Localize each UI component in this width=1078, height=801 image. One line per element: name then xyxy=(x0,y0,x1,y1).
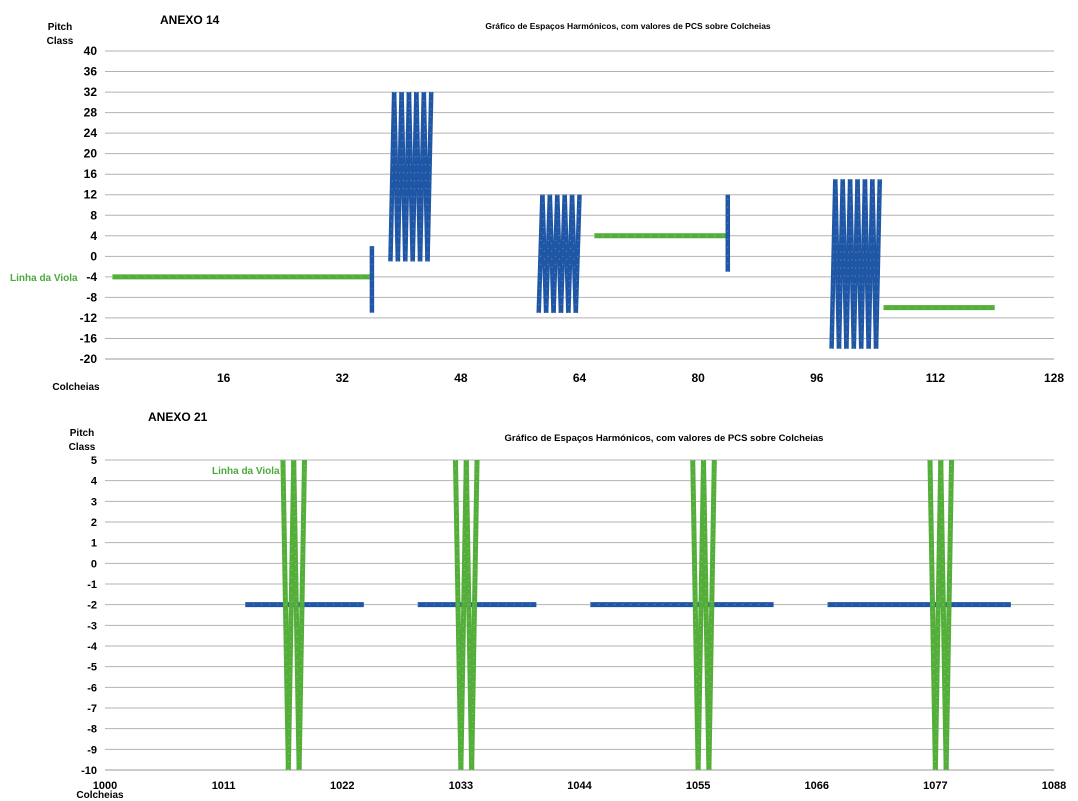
y-tick-label: 36 xyxy=(84,65,98,79)
x-tick-label: 48 xyxy=(454,371,468,385)
annex-21-label: ANEXO 21 xyxy=(148,410,208,424)
series-blue-segment xyxy=(573,194,582,313)
y-tick-label: -5 xyxy=(87,662,97,674)
x-tick-label: 1088 xyxy=(1042,780,1066,792)
x-tick-label: 96 xyxy=(810,371,824,385)
x-tick-label: 64 xyxy=(573,371,587,385)
chart2-ylabel-line2: Class xyxy=(69,442,96,453)
y-tick-label: 8 xyxy=(90,208,97,222)
annex-14-label: ANEXO 14 xyxy=(160,13,220,27)
y-tick-label: 40 xyxy=(84,44,98,58)
y-tick-label: -10 xyxy=(81,765,97,777)
series-blue-segment xyxy=(873,179,883,349)
series-green-segment xyxy=(706,459,717,771)
y-tick-label: 24 xyxy=(84,126,98,140)
chart2-ylabel-line1: Pitch xyxy=(70,428,94,439)
chart1-title: Gráfico de Espaços Harmónicos, com valor… xyxy=(485,21,771,31)
x-tick-label: 32 xyxy=(336,371,350,385)
x-tick-label: 128 xyxy=(1044,371,1064,385)
series-green-segment xyxy=(296,459,308,771)
y-tick-label: -3 xyxy=(87,620,97,632)
y-tick-label: -7 xyxy=(87,703,97,715)
y-tick-label: -1 xyxy=(87,579,97,591)
series-blue-segment xyxy=(425,92,434,262)
y-tick-label: 3 xyxy=(91,496,97,508)
y-tick-label: 0 xyxy=(90,249,97,263)
y-tick-label: 1 xyxy=(91,538,97,550)
y-tick-label: -20 xyxy=(80,352,98,366)
y-tick-label: -6 xyxy=(87,682,97,694)
x-tick-label: 1022 xyxy=(330,780,354,792)
x-tick-label: 1077 xyxy=(923,780,947,792)
y-tick-label: -4 xyxy=(87,641,98,653)
y-tick-label: 20 xyxy=(84,147,98,161)
x-tick-label: 80 xyxy=(691,371,705,385)
y-tick-label: 4 xyxy=(90,229,97,243)
y-tick-label: 28 xyxy=(84,106,98,120)
y-tick-label: -12 xyxy=(80,311,98,325)
chart2-title: Gráfico de Espaços Harmónicos, com valor… xyxy=(505,433,824,444)
y-tick-label: -9 xyxy=(87,744,97,756)
y-tick-label: 2 xyxy=(91,517,97,529)
y-tick-label: 12 xyxy=(84,188,98,202)
x-tick-label: 1044 xyxy=(567,780,592,792)
x-tick-label: 1066 xyxy=(805,780,829,792)
y-tick-label: 16 xyxy=(84,167,98,181)
y-tick-label: 32 xyxy=(84,85,98,99)
y-tick-label: 5 xyxy=(91,455,97,467)
chart1-ylabel-line2: Class xyxy=(47,36,74,47)
y-tick-label: -8 xyxy=(87,724,97,736)
y-tick-label: -8 xyxy=(86,290,97,304)
y-tick-label: 0 xyxy=(91,558,97,570)
x-tick-label: 112 xyxy=(926,371,946,385)
y-tick-label: 4 xyxy=(91,476,98,488)
chart2-viola-label: Linha da Viola xyxy=(212,466,280,477)
x-tick-label: 1000 xyxy=(93,780,117,792)
chart2-plot-area: 5 4 3 2 1 0 -1 -2 -3 -4 -5 -6 -7 -8 -9 -10 1000 1011 1022 1… xyxy=(81,455,1066,792)
y-tick-label: -16 xyxy=(80,331,98,345)
chart1-viola-label: Linha da Viola xyxy=(10,273,78,284)
x-tick-label: 1033 xyxy=(449,780,473,792)
y-tick-label: -4 xyxy=(86,270,97,284)
y-tick-label: -2 xyxy=(87,600,97,612)
x-tick-label: 1055 xyxy=(686,780,710,792)
chart1-ylabel-line1: Pitch xyxy=(48,22,72,33)
series-green-segment xyxy=(469,459,480,771)
chart1-xlabel: Colcheias xyxy=(52,382,100,393)
x-tick-label: 1011 xyxy=(212,780,236,792)
series-green-segment xyxy=(943,459,955,771)
chart2-xlabel: Colcheias xyxy=(76,790,124,801)
x-tick-label: 16 xyxy=(217,371,231,385)
